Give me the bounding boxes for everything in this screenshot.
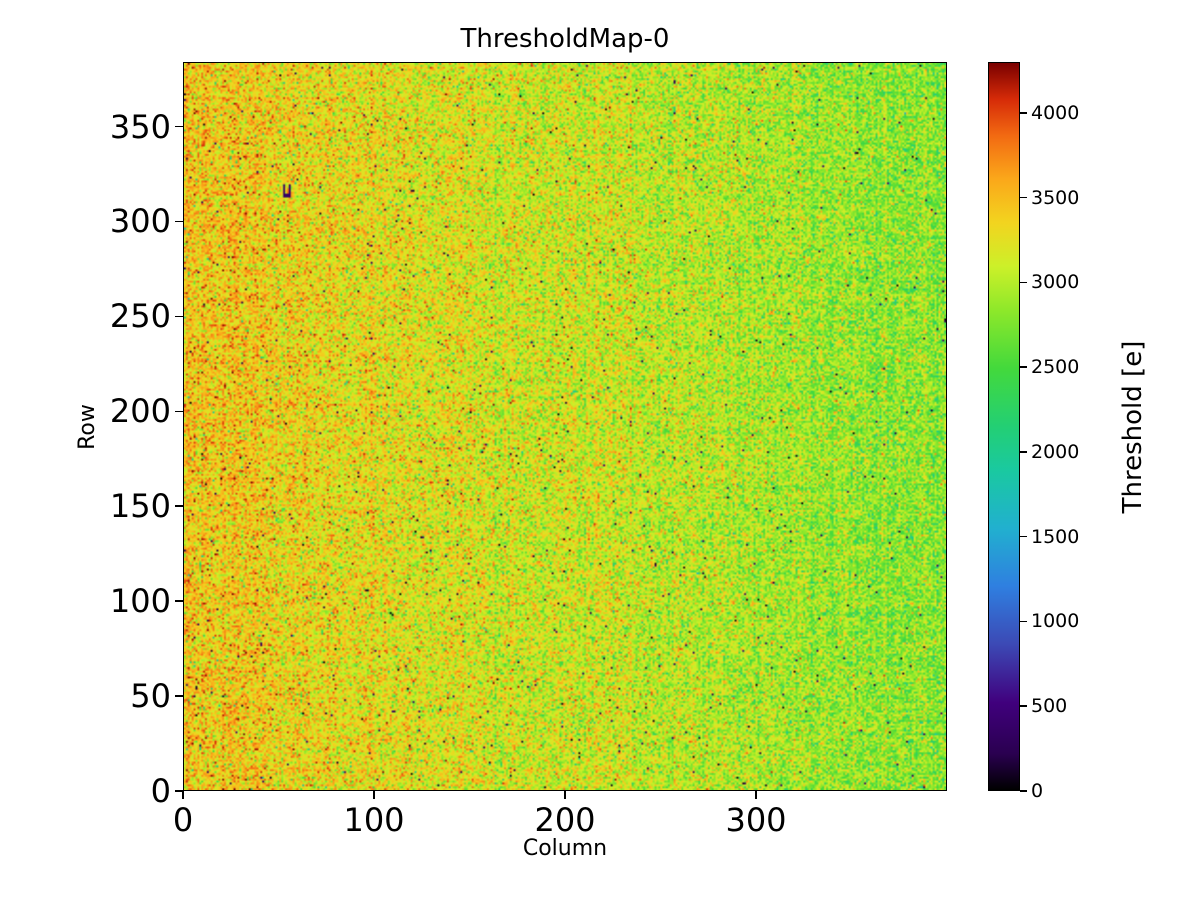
- heatmap-image: [184, 63, 946, 790]
- y-tick-mark: [175, 125, 183, 128]
- y-tick-mark: [175, 315, 183, 318]
- y-axis-label: Row: [75, 404, 100, 450]
- x-tick-mark: [564, 791, 566, 799]
- colorbar-tick-mark: [1020, 112, 1027, 114]
- y-tick-label: 250: [109, 297, 171, 336]
- colorbar-tick-label: 1500: [1031, 525, 1080, 548]
- colorbar-tick-label: 0: [1031, 780, 1044, 802]
- y-tick-label: 100: [109, 582, 171, 621]
- y-tick-mark: [175, 600, 183, 602]
- y-tick-mark: [175, 695, 183, 697]
- y-tick-mark: [175, 790, 183, 792]
- chart-title: ThresholdMap-0: [460, 24, 670, 54]
- colorbar-tick-mark: [1020, 366, 1027, 368]
- x-axis-label: Column: [522, 836, 608, 861]
- colorbar-tick-mark: [1020, 620, 1027, 623]
- x-tick-label: 0: [172, 801, 194, 839]
- y-tick-label: 300: [109, 202, 171, 241]
- y-tick-label: 200: [109, 392, 171, 431]
- colorbar-tick-mark: [1020, 451, 1027, 453]
- y-tick-mark: [175, 410, 183, 413]
- colorbar-tick-label: 4000: [1031, 101, 1080, 124]
- colorbar[interactable]: [988, 62, 1020, 791]
- x-tick-label: 300: [725, 801, 787, 839]
- x-tick-label: 200: [534, 801, 596, 839]
- x-tick-mark: [373, 791, 375, 799]
- colorbar-tick-label: 3500: [1031, 186, 1080, 209]
- colorbar-tick-label: 3000: [1031, 271, 1080, 294]
- x-tick-mark: [755, 791, 757, 799]
- colorbar-tick-mark: [1020, 790, 1027, 792]
- colorbar-tick-label: 2000: [1031, 440, 1080, 463]
- colorbar-tick-label: 1000: [1031, 610, 1080, 633]
- y-tick-label: 50: [130, 677, 171, 716]
- y-tick-label: 150: [109, 487, 171, 526]
- colorbar-label: Threshold [e]: [1118, 340, 1148, 514]
- y-tick-mark: [175, 220, 183, 223]
- colorbar-tick-mark: [1020, 705, 1027, 708]
- colorbar-tick-mark: [1020, 535, 1027, 538]
- colorbar-gradient: [989, 63, 1019, 790]
- y-tick-label: 350: [109, 107, 171, 146]
- x-tick-mark: [182, 791, 184, 799]
- colorbar-tick-label: 500: [1031, 695, 1068, 718]
- colorbar-tick-mark: [1020, 196, 1027, 199]
- colorbar-tick-label: 2500: [1031, 356, 1080, 379]
- y-tick-label: 0: [150, 772, 171, 810]
- heatmap-axes[interactable]: [183, 62, 947, 791]
- y-tick-mark: [175, 505, 183, 508]
- x-tick-label: 100: [343, 801, 405, 839]
- colorbar-tick-mark: [1020, 281, 1027, 284]
